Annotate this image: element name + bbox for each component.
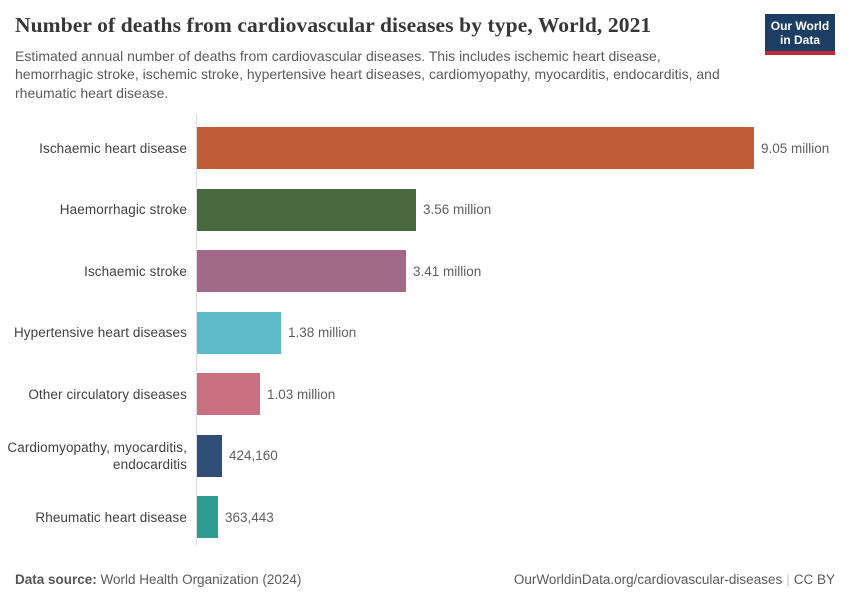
- footer-separator: |: [786, 572, 790, 587]
- bar-row: Hypertensive heart diseases 1.38 million: [0, 302, 850, 364]
- category-label: Ischaemic heart disease: [39, 140, 187, 156]
- category-label: Haemorrhagic stroke: [59, 202, 187, 218]
- owid-logo-line-1: Our World: [770, 18, 830, 33]
- owid-logo[interactable]: Our World in Data: [765, 14, 835, 55]
- value-label: 363,443: [225, 509, 274, 525]
- category-label: Cardiomyopathy, myocarditis, endocarditi…: [7, 439, 187, 472]
- owid-logo-line-2: in Data: [779, 32, 820, 47]
- value-label: 1.03 million: [267, 386, 336, 402]
- header-text: Number of deaths from cardiovascular dis…: [15, 13, 765, 102]
- value-label: 424,160: [229, 448, 278, 464]
- data-source-label: Data source:: [15, 572, 97, 587]
- license-link[interactable]: CC BY: [793, 572, 835, 587]
- bar[interactable]: [196, 250, 406, 293]
- bar-plot-area: 1.38 million: [196, 302, 850, 364]
- value-label: 1.38 million: [288, 325, 357, 341]
- category-label: Rheumatic heart disease: [35, 509, 187, 525]
- bar-plot-area: 9.05 million: [196, 117, 850, 179]
- value-label: 3.56 million: [423, 202, 492, 218]
- bar-row: Ischaemic heart disease 9.05 million: [0, 117, 850, 179]
- bar-plot-area: 363,443: [196, 486, 850, 548]
- category-label: Other circulatory diseases: [28, 386, 187, 402]
- bar-row: Rheumatic heart disease 363,443: [0, 486, 850, 548]
- bar[interactable]: [196, 373, 260, 416]
- chart-title: Number of deaths from cardiovascular dis…: [15, 13, 652, 37]
- bar-plot-area: 1.03 million: [196, 363, 850, 425]
- bar-rows: Ischaemic heart disease 9.05 million Hae…: [0, 117, 850, 548]
- bar-row: Haemorrhagic stroke 3.56 million: [0, 179, 850, 241]
- value-label: 9.05 million: [761, 140, 830, 156]
- chart-footer: Data source: World Health Organization (…: [0, 572, 850, 587]
- bar-plot-area: 424,160: [196, 425, 850, 487]
- bar[interactable]: [196, 311, 281, 354]
- category-label: Ischaemic stroke: [84, 263, 187, 279]
- value-label: 3.41 million: [413, 263, 482, 279]
- category-label: Hypertensive heart diseases: [13, 325, 187, 341]
- footer-links: OurWorldinData.org/cardiovascular-diseas…: [514, 572, 835, 587]
- bar[interactable]: [196, 496, 218, 539]
- owid-url-link[interactable]: OurWorldinData.org/cardiovascular-diseas…: [513, 572, 783, 587]
- bar[interactable]: [196, 434, 222, 477]
- chart-header: Number of deaths from cardiovascular dis…: [0, 0, 850, 102]
- bar-chart: Ischaemic heart disease 9.05 million Hae…: [0, 114, 850, 548]
- bar[interactable]: [196, 127, 754, 170]
- bar-plot-area: 3.56 million: [196, 179, 850, 241]
- bar-plot-area: 3.41 million: [196, 240, 850, 302]
- data-source-value: World Health Organization (2024): [96, 572, 302, 587]
- chart-subtitle: Estimated annual number of deaths from c…: [15, 47, 720, 101]
- bar-row: Ischaemic stroke 3.41 million: [0, 240, 850, 302]
- bar-row: Cardiomyopathy, myocarditis, endocarditi…: [0, 425, 850, 487]
- bar[interactable]: [196, 188, 416, 231]
- data-source: Data source: World Health Organization (…: [15, 572, 301, 587]
- y-axis-line: [196, 114, 197, 545]
- bar-row: Other circulatory diseases 1.03 million: [0, 363, 850, 425]
